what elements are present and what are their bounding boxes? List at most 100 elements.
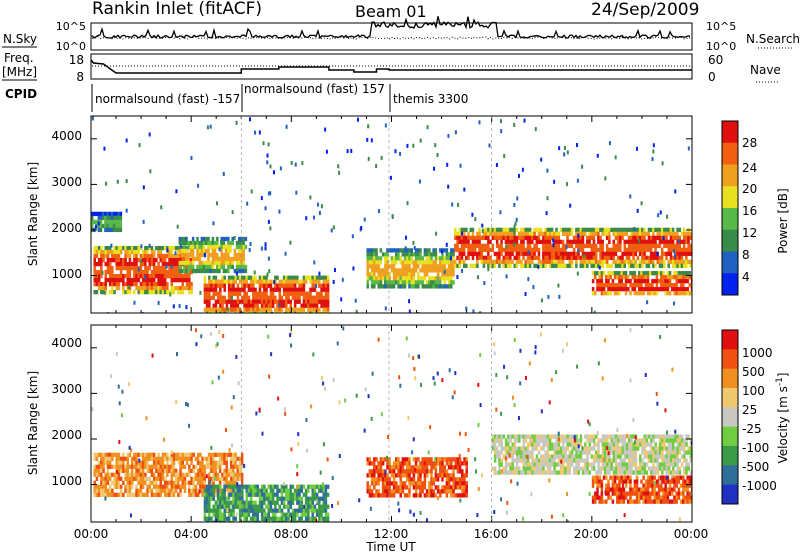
power-cell — [386, 260, 389, 264]
velocity-cell — [421, 465, 424, 469]
velocity-cell — [549, 438, 552, 442]
velocity-cell — [538, 434, 541, 438]
power-cell — [151, 246, 154, 250]
velocity-cell — [248, 505, 251, 509]
power-cell — [153, 274, 156, 278]
velocity-cell — [278, 509, 281, 513]
velocity-cell — [245, 497, 248, 501]
power-cell — [503, 264, 506, 268]
velocity-cell — [599, 438, 602, 442]
velocity-cell — [254, 509, 257, 513]
velocity-cell — [632, 454, 635, 458]
velocity-cell — [217, 493, 220, 497]
power-cell — [327, 284, 330, 288]
velocity-cell — [454, 485, 457, 489]
power-cell — [617, 248, 620, 252]
velocity-cell — [560, 450, 563, 454]
power-cell — [657, 260, 660, 264]
power-cell — [135, 258, 138, 262]
power-cell — [428, 248, 431, 252]
velocity-cell — [637, 442, 640, 446]
velocity-cell — [584, 470, 587, 474]
power-cell — [683, 232, 686, 236]
velocity-cell — [252, 501, 255, 505]
power-cell — [215, 300, 218, 304]
power-cell — [111, 266, 114, 270]
velocity-cell — [228, 473, 231, 477]
power-cell — [551, 260, 554, 264]
power-cell — [278, 308, 281, 312]
power-cell — [687, 232, 690, 236]
velocity-cell — [146, 453, 149, 457]
power-cell — [187, 257, 190, 261]
power-cell — [630, 264, 633, 268]
power-cell — [538, 240, 541, 244]
power-cell — [549, 244, 552, 248]
velocity-cell — [307, 509, 310, 513]
power-cell — [613, 240, 616, 244]
power-cell — [289, 292, 292, 296]
power-cell — [612, 279, 615, 283]
velocity-cell — [639, 438, 642, 442]
power-cell — [236, 121, 238, 125]
velocity-cell — [617, 434, 620, 438]
power-cell — [676, 260, 679, 264]
power-cell — [612, 283, 615, 287]
power-cell — [267, 308, 270, 312]
power-cell — [157, 290, 160, 294]
power-cell — [285, 276, 288, 280]
velocity-cell — [164, 481, 167, 485]
velocity-cell — [210, 453, 213, 457]
power-cell — [478, 120, 480, 124]
power-cell — [450, 272, 453, 276]
power-cell — [485, 244, 488, 248]
velocity-cell — [373, 469, 376, 473]
velocity-cell — [544, 458, 547, 462]
velocity-cell — [111, 453, 114, 457]
power-cell — [549, 248, 552, 252]
power-cell — [588, 244, 591, 248]
power-cell — [637, 228, 640, 232]
power-cell — [538, 252, 541, 256]
velocity-cell — [318, 505, 321, 509]
velocity-cell — [270, 517, 273, 521]
velocity-cell — [307, 513, 310, 517]
velocity-cell — [498, 470, 501, 474]
velocity-cell — [377, 489, 380, 493]
velocity-cell — [204, 485, 207, 489]
velocity-cell — [100, 453, 103, 457]
power-cell — [666, 215, 668, 219]
velocity-cell — [577, 454, 580, 458]
velocity-cell — [533, 438, 536, 442]
power-cell — [225, 261, 228, 265]
power-cell — [681, 256, 684, 260]
power-cell — [558, 232, 561, 236]
power-cell — [540, 240, 543, 244]
velocity-cell — [635, 466, 638, 470]
velocity-cell — [327, 485, 330, 489]
velocity-cell — [529, 438, 532, 442]
velocity-cell — [118, 465, 121, 469]
power-cell — [146, 266, 149, 270]
velocity-cell — [197, 481, 200, 485]
power-cell — [109, 278, 112, 282]
power-cell — [236, 257, 239, 261]
power-cell — [122, 262, 125, 266]
velocity-cell — [261, 517, 264, 521]
power-cell — [98, 212, 101, 216]
power-cell — [190, 261, 193, 265]
velocity-cell — [461, 493, 464, 497]
power-cell — [618, 271, 621, 275]
power-cell — [122, 274, 125, 278]
velocity-cell — [219, 481, 222, 485]
power-cell — [641, 232, 644, 236]
velocity-cell — [283, 489, 286, 493]
power-cell — [680, 291, 683, 295]
power-cell — [234, 288, 237, 292]
velocity-cell — [457, 457, 460, 461]
colorbar-swatch — [722, 186, 738, 208]
power-cell — [166, 248, 168, 252]
velocity-cell — [566, 446, 569, 450]
power-cell — [639, 260, 642, 264]
power-cell — [402, 280, 405, 284]
